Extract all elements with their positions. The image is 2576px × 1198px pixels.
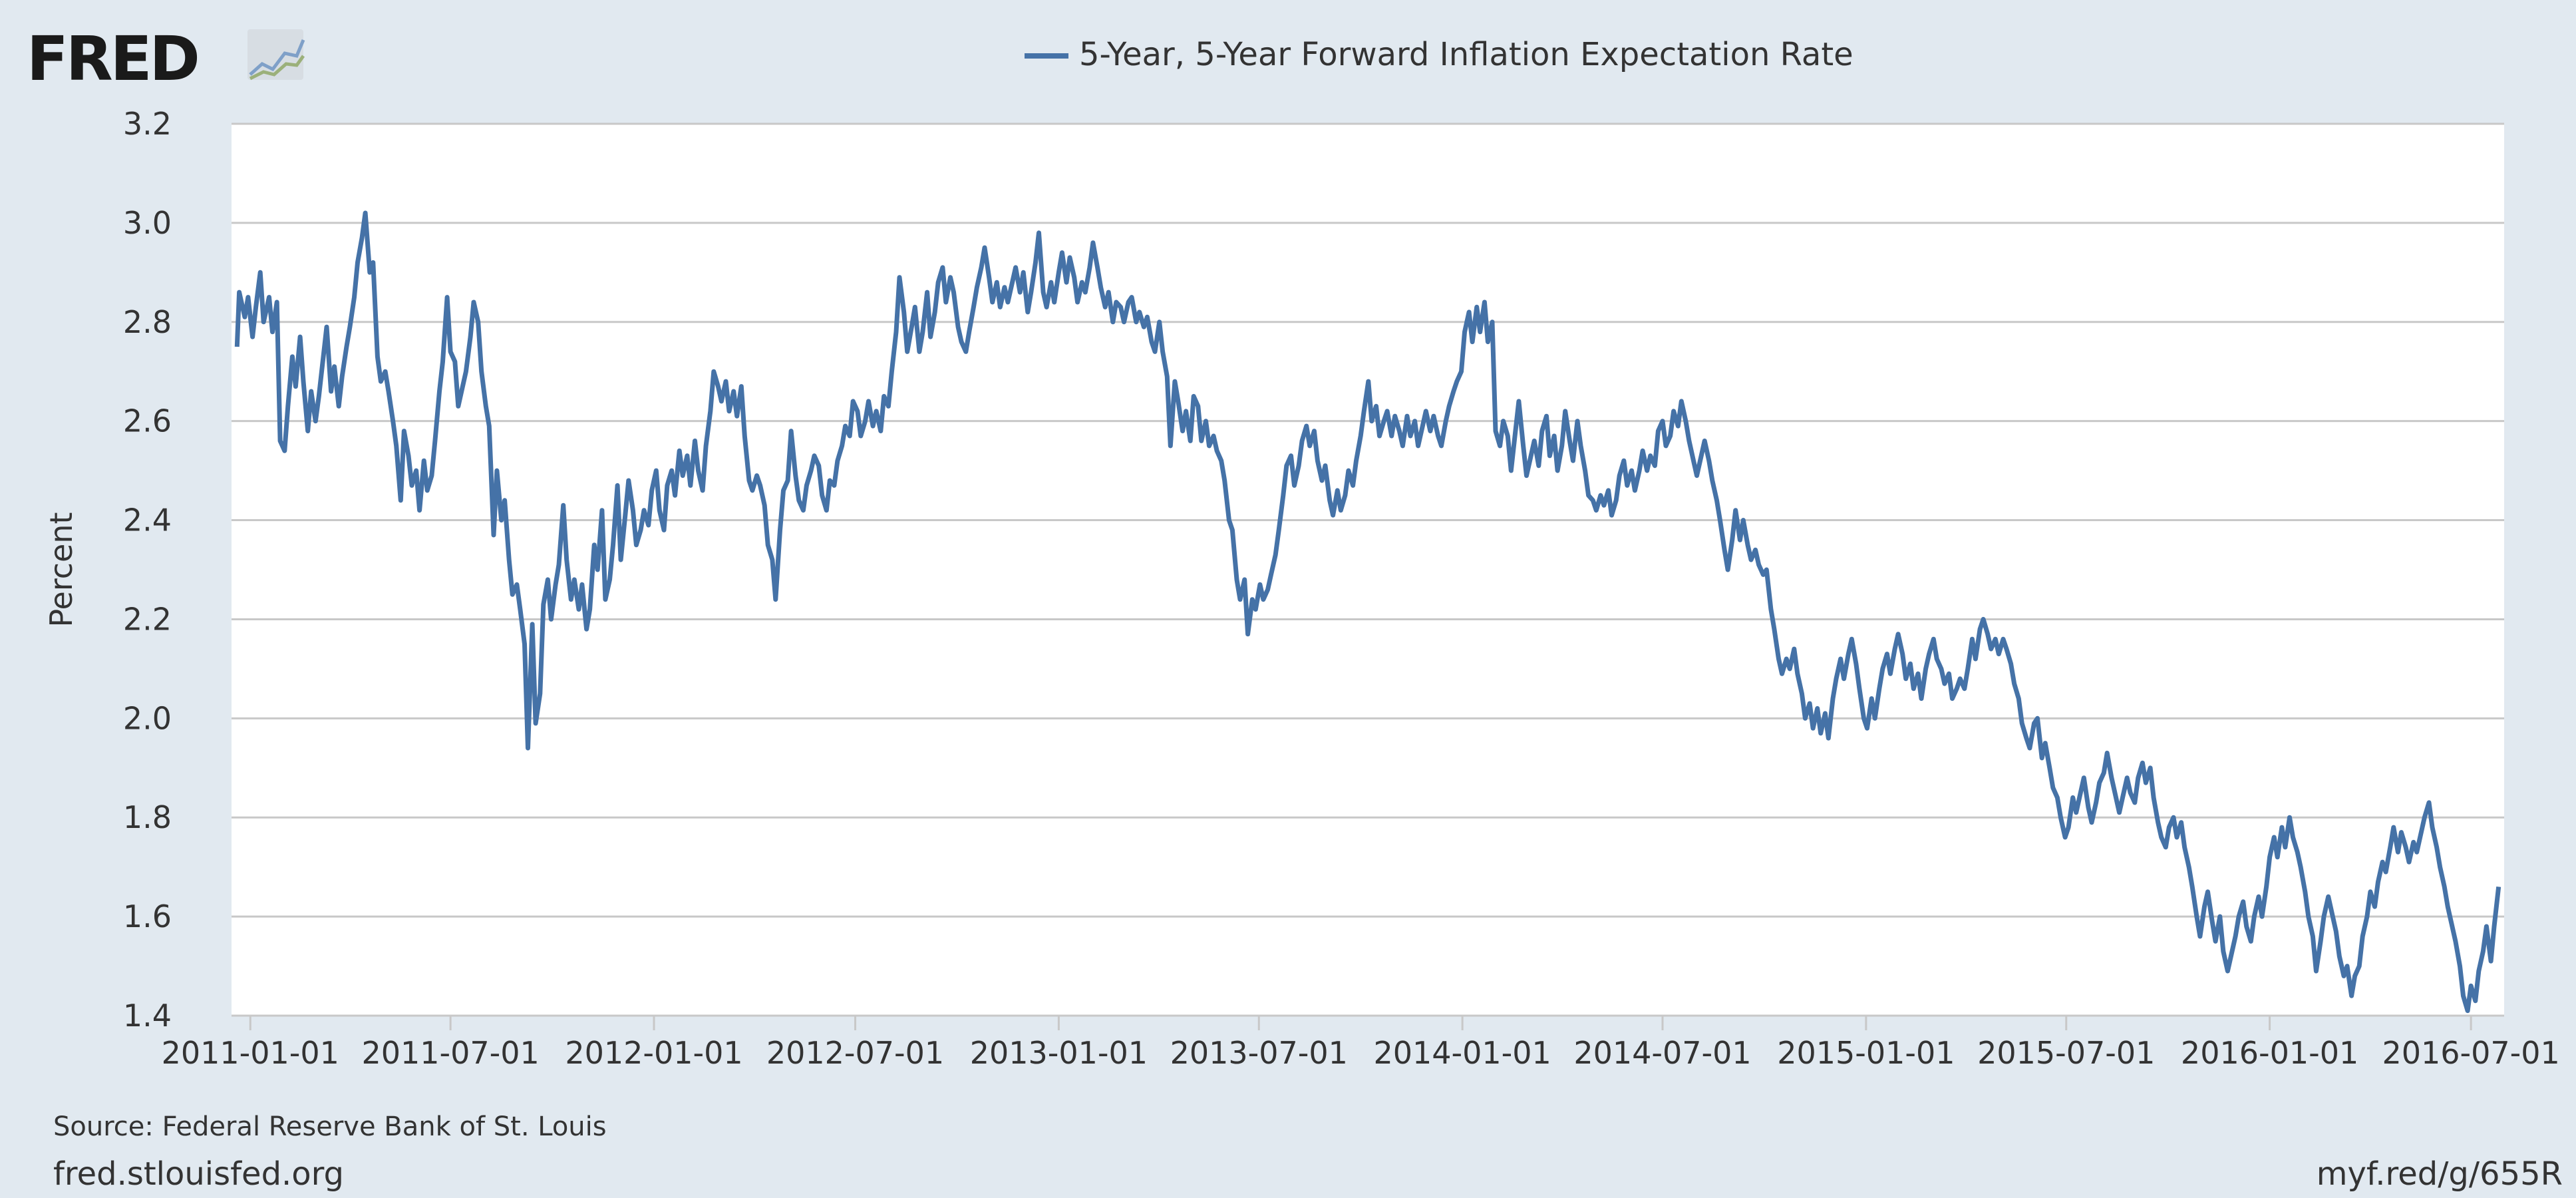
y-tick-label: 1.6 bbox=[123, 898, 172, 934]
x-tick-label: 2014-01-01 bbox=[1373, 1035, 1551, 1071]
x-tick-label: 2012-01-01 bbox=[565, 1035, 742, 1071]
grid-lines bbox=[232, 122, 2504, 1017]
y-tick-label: 1.8 bbox=[123, 799, 172, 835]
x-tick-label: 2011-01-01 bbox=[162, 1035, 339, 1071]
x-tick-label: 2016-07-01 bbox=[2382, 1035, 2559, 1071]
legend-label: 5-Year, 5-Year Forward Inflation Expecta… bbox=[1079, 36, 1853, 73]
x-axis-ticks: 2011-01-01 2011-07-01 2012-01-01 2012-07-01… bbox=[162, 1016, 2560, 1071]
y-tick-label: 2.2 bbox=[123, 601, 172, 637]
y-tick-label: 1.4 bbox=[123, 998, 172, 1034]
source-note: Source: Federal Reserve Bank of St. Loui… bbox=[53, 1111, 607, 1142]
x-tick-label: 2011-07-01 bbox=[361, 1035, 539, 1071]
fred-logo-text: FRED bbox=[27, 23, 198, 95]
fred-logo[interactable]: FRED bbox=[27, 23, 305, 95]
x-tick-label: 2012-07-01 bbox=[766, 1035, 944, 1071]
y-axis-title: Percent bbox=[43, 512, 79, 627]
x-tick-label: 2013-07-01 bbox=[1170, 1035, 1348, 1071]
y-tick-label: 2.4 bbox=[123, 502, 172, 538]
x-tick-label: 2015-01-01 bbox=[1777, 1035, 1955, 1071]
y-axis-ticks: 1.4 1.6 1.8 2.0 2.2 2.4 2.6 2.8 3.0 3.2 bbox=[123, 106, 172, 1034]
chart-line-icon bbox=[247, 29, 305, 81]
x-tick-label: 2013-01-01 bbox=[970, 1035, 1148, 1071]
site-link[interactable]: fred.stlouisfed.org bbox=[53, 1155, 344, 1193]
series-line bbox=[234, 210, 2501, 1014]
y-tick-label: 3.0 bbox=[123, 205, 172, 241]
y-tick-label: 2.0 bbox=[123, 700, 172, 736]
x-tick-label: 2014-07-01 bbox=[1573, 1035, 1751, 1071]
y-tick-label: 2.8 bbox=[123, 304, 172, 340]
plot-area bbox=[232, 124, 2504, 1016]
y-tick-label: 2.6 bbox=[123, 403, 172, 439]
short-link[interactable]: myf.red/g/655R bbox=[2317, 1155, 2563, 1193]
x-tick-label: 2015-07-01 bbox=[1977, 1035, 2155, 1071]
x-tick-label: 2016-01-01 bbox=[2181, 1035, 2358, 1071]
legend: 5-Year, 5-Year Forward Inflation Expecta… bbox=[1025, 36, 1853, 73]
y-tick-label: 3.2 bbox=[123, 106, 172, 142]
